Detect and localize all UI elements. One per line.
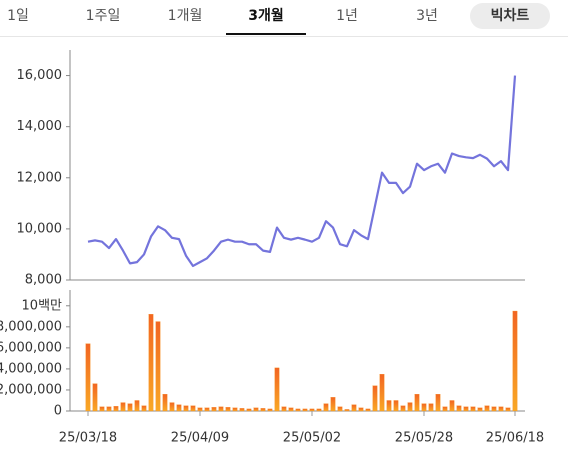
volume-bar <box>141 405 147 412</box>
volume-bar <box>337 406 343 412</box>
volume-bar <box>456 405 462 412</box>
y-tick-label: 14,000 <box>17 119 63 134</box>
volume-bar <box>470 406 476 412</box>
volume-bar <box>421 403 427 412</box>
volume-bar <box>407 402 413 412</box>
volume-bar <box>505 407 511 412</box>
volume-bar <box>316 408 322 412</box>
volume-bar <box>512 310 518 412</box>
y-tick-label: 10백만 <box>22 298 63 313</box>
volume-bar <box>477 407 483 412</box>
y-tick-label: 4,000,000 <box>0 361 62 376</box>
x-tick-label: 25/03/18 <box>59 431 117 446</box>
volume-bar <box>386 400 392 412</box>
volume-bar <box>162 394 168 412</box>
volume-bar <box>155 321 161 412</box>
volume-bar <box>127 403 133 412</box>
volume-bar <box>190 405 196 412</box>
volume-bar <box>169 402 175 412</box>
volume-bar <box>288 407 294 412</box>
y-tick-label: 16,000 <box>17 68 63 83</box>
volume-bar <box>435 394 441 412</box>
volume-bar <box>106 406 112 412</box>
volume-bar <box>330 397 336 412</box>
y-tick-label: 12,000 <box>17 170 63 185</box>
volume-bar <box>204 407 210 412</box>
big-chart-button[interactable]: 빅차트 <box>470 3 550 29</box>
volume-bar <box>225 407 231 412</box>
volume-bar <box>134 400 140 412</box>
volume-bar <box>113 406 119 412</box>
y-tick-label: 10,000 <box>17 221 63 236</box>
volume-bar <box>260 408 266 412</box>
volume-bar <box>498 406 504 412</box>
volume-bar <box>239 408 245 412</box>
volume-bar <box>463 406 469 412</box>
tab[interactable]: 1일 <box>7 8 29 24</box>
volume-bar <box>365 408 371 412</box>
volume-bar <box>372 385 378 412</box>
x-tick-label: 25/06/18 <box>486 431 544 446</box>
y-tick-label: 0 <box>54 404 62 419</box>
volume-bar <box>218 406 224 412</box>
tab-bar: 1일 1주일 1개월 3개월 1년 3년 <box>0 0 568 37</box>
volume-bar <box>309 408 315 412</box>
volume-bar <box>379 374 385 412</box>
volume-bar <box>344 409 350 412</box>
volume-bar <box>281 406 287 412</box>
tab[interactable]: 3개월 <box>226 0 306 35</box>
volume-bar <box>183 405 189 412</box>
volume-bar <box>148 314 154 412</box>
x-tick-label: 25/05/02 <box>283 431 341 446</box>
y-tick-label: 8,000,000 <box>0 319 62 334</box>
tab[interactable]: 1주일 <box>85 8 121 24</box>
volume-bar <box>211 407 217 412</box>
volume-bar <box>99 406 105 412</box>
chart: 8,000 10,000 12,000 14,000 16,000 0 2,000,000 4… <box>0 50 544 446</box>
x-tick-label: 25/05/28 <box>395 431 453 446</box>
volume-bar <box>484 405 490 412</box>
tab[interactable]: 1년 <box>336 8 358 24</box>
volume-bar <box>176 404 182 412</box>
tab[interactable]: 1개월 <box>167 8 203 24</box>
volume-bar <box>92 383 98 412</box>
y-tick-label: 2,000,000 <box>0 382 62 397</box>
volume-bar <box>232 407 238 412</box>
tab[interactable]: 3년 <box>416 8 438 24</box>
volume-bar <box>274 367 280 412</box>
volume-bar <box>85 343 91 412</box>
price-line <box>87 75 517 268</box>
y-tick-label: 8,000 <box>25 273 62 288</box>
volume-bar <box>197 407 203 412</box>
y-tick-label: 6,000,000 <box>0 340 62 355</box>
volume-bar <box>253 407 259 412</box>
volume-bar <box>351 404 357 412</box>
volume-bar <box>295 408 301 412</box>
volume-bar <box>358 407 364 412</box>
volume-bar <box>400 405 406 412</box>
volume-bar <box>393 400 399 412</box>
volume-bar <box>267 408 273 412</box>
volume-bar <box>414 394 420 412</box>
volume-bar <box>442 406 448 412</box>
volume-bar <box>302 408 308 412</box>
volume-bar <box>120 402 126 412</box>
volume-bar <box>449 400 455 412</box>
volume-bar <box>428 403 434 412</box>
volume-bar <box>491 406 497 412</box>
x-tick-label: 25/04/09 <box>171 431 229 446</box>
volume-bar <box>246 408 252 412</box>
volume-bar <box>323 403 329 412</box>
